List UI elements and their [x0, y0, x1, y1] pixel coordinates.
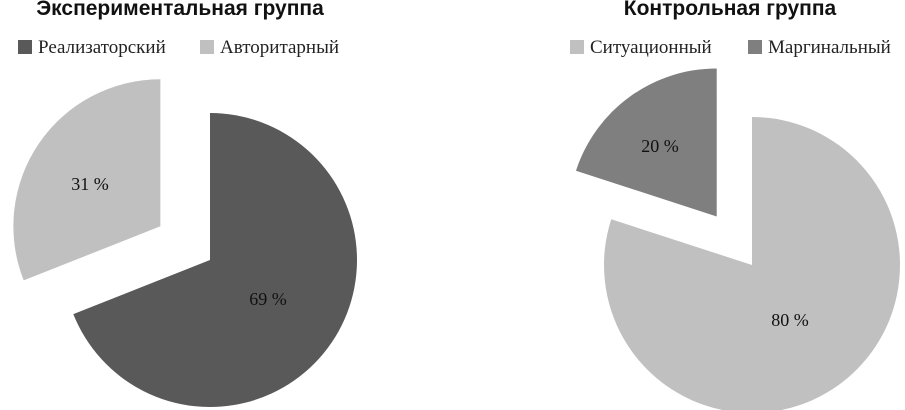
legend-swatch-realizator [18, 40, 32, 54]
legend-label-situational: Ситуационный [590, 37, 712, 58]
legend-swatch-authoritarian [200, 40, 214, 54]
legend-label-marginal: Маргинальный [768, 37, 891, 58]
legend-swatch-situational [570, 40, 584, 54]
legend-label-realizator: Реализаторский [38, 37, 166, 58]
pie-slice-marginal [575, 68, 717, 217]
data-label-authoritarian: 31 % [71, 174, 109, 194]
pie-chart-control: Контрольная группа Ситуационный Маргинал… [570, 0, 900, 410]
pie-slice-situational [604, 117, 900, 410]
chart-title-experimental: Экспериментальная группа [36, 0, 324, 20]
legend-label-authoritarian: Авторитарный [220, 37, 339, 58]
data-label-situational: 80 % [771, 310, 809, 330]
pie-chart-experimental: Экспериментальная группа Реализаторский … [13, 0, 358, 408]
pie-slice-authoritarian [13, 79, 161, 281]
data-label-realizator: 69 % [249, 289, 287, 309]
chart-title-control: Контрольная группа [624, 0, 837, 20]
pie-slice-realizator [73, 113, 358, 408]
data-label-marginal: 20 % [641, 136, 679, 156]
legend-swatch-marginal [748, 40, 762, 54]
